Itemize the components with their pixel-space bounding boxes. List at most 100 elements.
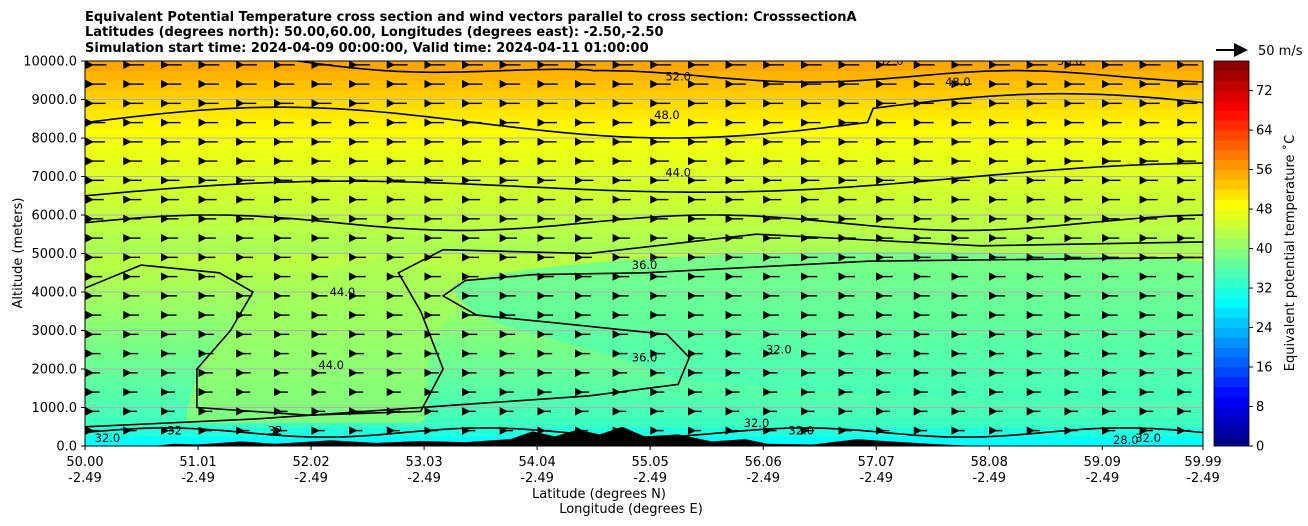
gridlines <box>85 61 1203 446</box>
y-tick-label: 5000.0 <box>32 247 78 262</box>
x-tick-label-lon: -2.49 <box>746 471 780 486</box>
contour-line-52 <box>292 61 1203 83</box>
contour-line-48 <box>85 92 1203 139</box>
x-tick-label-lat: 53.03 <box>405 455 442 470</box>
contour-line-40-lower <box>85 233 1203 417</box>
contour-line-36 <box>85 256 1203 428</box>
colorbar-band <box>1214 169 1249 180</box>
field-band <box>85 176 1203 187</box>
colorbar-band <box>1214 278 1249 289</box>
y-tick-label: 7000.0 <box>32 170 78 185</box>
contour-label: 36.0 <box>632 258 658 272</box>
colorbar-tick-label: 0 <box>1256 440 1264 455</box>
x-tick-label-lon: -2.49 <box>633 471 667 486</box>
field-band <box>85 417 1203 428</box>
contour-label: 56.0 <box>1057 54 1083 68</box>
field-band <box>85 205 1203 216</box>
x-tick-label-lon: -2.49 <box>859 471 893 486</box>
field-warm-tongue <box>185 253 477 423</box>
x-tick-label-lon: -2.49 <box>520 471 554 486</box>
y-tick-label: 4000.0 <box>32 286 78 301</box>
colorbar-band <box>1214 416 1249 427</box>
field-band <box>85 89 1203 100</box>
colorbar-band <box>1214 357 1249 368</box>
colorbar-band <box>1214 268 1249 279</box>
terrain-fill <box>85 426 1203 446</box>
contour-labels: 52.0 48.0 48.0 52.0 56.0 44.0 36.0 44.0 44.0 36.0… <box>95 54 1161 447</box>
x-tick-label-lat: 59.99 <box>1184 455 1221 470</box>
contour-label: 32.0 <box>95 431 121 445</box>
colorbar-tick-label: 64 <box>1256 124 1273 139</box>
y-tick-label: 10000.0 <box>23 55 77 70</box>
colorbar-band <box>1214 110 1249 121</box>
x-tick-label-lat: 55.05 <box>632 455 669 470</box>
field-band <box>85 80 1203 91</box>
colorbar-tick-label: 32 <box>1256 282 1273 297</box>
contour-label: 44.0 <box>665 166 691 180</box>
field-band <box>85 99 1203 110</box>
colorbar-band <box>1214 307 1249 319</box>
x-tick-label-lat: 51.01 <box>179 455 216 470</box>
x-tick-label-lon: -2.49 <box>1186 471 1220 486</box>
colorbar-band <box>1214 189 1249 200</box>
colorbar-band <box>1214 426 1249 437</box>
x-tick-label-lat: 58.08 <box>971 455 1008 470</box>
field-band <box>85 215 1203 226</box>
contour-label: 52.0 <box>665 69 691 83</box>
contour-label: 36.0 <box>632 350 658 364</box>
contour-label: 44.0 <box>330 285 356 299</box>
y-tick-label: 9000.0 <box>32 93 78 108</box>
colorbar-band <box>1214 80 1249 92</box>
contour-label: 28.0 <box>1113 433 1139 447</box>
colorbar-band <box>1214 218 1249 230</box>
colorbar-color-bands <box>1214 61 1249 447</box>
contour-label: 44.0 <box>318 358 344 372</box>
colorbar-band <box>1214 199 1249 210</box>
terrain-profile <box>85 426 1203 446</box>
x-tick-label-lon: -2.49 <box>68 471 102 486</box>
contour-label: 32 <box>167 423 182 437</box>
colorbar-tick-label: 40 <box>1256 242 1273 257</box>
field-band <box>85 166 1203 177</box>
y-tick-label: 6000.0 <box>32 209 78 224</box>
colorbar-band <box>1214 179 1249 190</box>
x-tick-label-lon: -2.49 <box>972 471 1006 486</box>
contour-label: 32.0 <box>766 343 792 357</box>
contour-line-40 <box>85 214 1203 232</box>
x-tick-label-lat: 52.02 <box>292 455 329 470</box>
colorbar-band <box>1214 337 1249 348</box>
y-tick-label: 8000.0 <box>32 132 78 147</box>
field-band <box>85 109 1203 120</box>
colorbar-band <box>1214 61 1249 72</box>
colorbar-band <box>1214 228 1249 240</box>
x-axis-ticks: 50.00-2.4951.01-2.4952.02-2.4953.03-2.49… <box>66 446 1222 486</box>
x-tick-label-lat: 50.00 <box>66 455 103 470</box>
colorbar-label: Equivalent potential temperature ˚C <box>1282 135 1298 371</box>
x-tick-label-lat: 56.06 <box>745 455 782 470</box>
field-cool-core <box>454 251 1203 402</box>
chart-title-line-1: Equivalent Potential Temperature cross s… <box>85 10 857 25</box>
colorbar-tick-label: 48 <box>1256 203 1273 218</box>
contour-label: 32.0 <box>788 423 814 437</box>
colorbar-band <box>1214 327 1249 338</box>
field-band <box>85 157 1203 168</box>
colorbar-band <box>1214 159 1249 170</box>
x-axis-label-latitude: Latitude (degrees N) <box>532 487 666 502</box>
chart-title-line-2: Latitudes (degrees north): 50.00,60.00, … <box>85 25 664 40</box>
colorbar-band <box>1214 90 1249 101</box>
temperature-field <box>85 61 1203 446</box>
field-band <box>85 234 1203 245</box>
x-tick-label-lat: 57.07 <box>858 455 895 470</box>
colorbar-band <box>1214 288 1249 299</box>
field-band <box>85 147 1203 158</box>
colorbar-band <box>1214 120 1249 131</box>
contour-label: 32.0 <box>1135 431 1161 445</box>
colorbar-band <box>1214 347 1249 358</box>
x-tick-label-lon: -2.49 <box>1085 471 1119 486</box>
field-band <box>85 195 1203 206</box>
colorbar-band <box>1214 386 1249 398</box>
field-band <box>85 138 1203 149</box>
field-band <box>85 378 1203 389</box>
field-band <box>85 70 1203 81</box>
